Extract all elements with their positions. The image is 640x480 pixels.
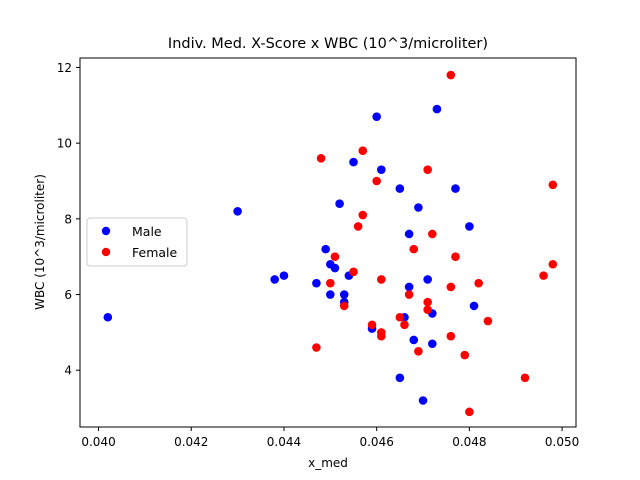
point-female-22 (428, 230, 437, 239)
point-female-16 (405, 290, 414, 299)
point-female-21 (423, 305, 432, 314)
point-female-20 (423, 165, 432, 174)
point-female-2 (326, 279, 335, 288)
legend: Male Female (87, 218, 187, 266)
x-tick-label-1: 0.042 (174, 435, 208, 449)
point-male-15 (372, 112, 381, 121)
y-tick-label-2: 8 (64, 212, 72, 226)
point-female-17 (409, 245, 418, 254)
point-female-34 (549, 260, 558, 269)
point-male-6 (326, 290, 335, 299)
point-female-19 (423, 298, 432, 307)
x-tick-label-4: 0.048 (452, 435, 486, 449)
point-male-24 (419, 396, 428, 405)
point-female-9 (368, 321, 377, 330)
chart-title: Indiv. Med. X-Score x WBC (10^3/microlit… (168, 36, 488, 52)
point-female-28 (465, 408, 474, 417)
point-female-11 (377, 275, 386, 284)
point-male-23 (414, 203, 423, 212)
point-male-21 (405, 283, 414, 292)
point-female-5 (349, 268, 358, 277)
point-female-14 (396, 313, 405, 322)
point-female-32 (539, 271, 548, 280)
y-axis-label: WBC (10^3/microliter) (33, 174, 47, 310)
y-tick-label-1: 6 (64, 288, 72, 302)
legend-marker-female (102, 248, 110, 256)
point-male-2 (270, 275, 279, 284)
point-female-24 (447, 283, 456, 292)
point-male-9 (335, 199, 344, 208)
legend-label-female: Female (132, 245, 178, 260)
point-female-13 (377, 332, 386, 341)
point-male-22 (409, 336, 418, 345)
point-female-8 (358, 146, 367, 155)
point-male-29 (451, 184, 460, 193)
point-female-15 (400, 321, 409, 330)
y-tick-label-0: 4 (64, 364, 72, 378)
x-tick-label-0: 0.040 (81, 435, 115, 449)
point-male-20 (405, 230, 414, 239)
point-male-5 (321, 245, 330, 254)
point-male-4 (312, 279, 321, 288)
point-male-3 (280, 271, 289, 280)
x-tick-label-2: 0.044 (267, 435, 301, 449)
point-female-31 (521, 374, 530, 383)
legend-marker-male (102, 227, 110, 235)
point-male-8 (331, 264, 340, 273)
y-tick-label-4: 12 (57, 61, 72, 75)
point-female-3 (331, 252, 340, 261)
point-female-26 (451, 252, 460, 261)
point-female-23 (447, 71, 456, 80)
point-male-18 (396, 374, 405, 383)
point-male-25 (423, 275, 432, 284)
point-male-1 (233, 207, 242, 216)
point-female-27 (460, 351, 469, 360)
point-male-0 (104, 313, 113, 322)
x-tick-label-5: 0.050 (545, 435, 579, 449)
point-female-25 (447, 332, 456, 341)
x-tick-label-3: 0.046 (359, 435, 393, 449)
point-female-1 (317, 154, 326, 163)
point-female-29 (474, 279, 483, 288)
point-male-31 (470, 302, 479, 311)
point-female-4 (340, 302, 349, 311)
x-axis-label: x_med (308, 456, 348, 470)
point-female-6 (354, 222, 363, 231)
point-female-18 (414, 347, 423, 356)
y-tick-label-3: 10 (57, 137, 72, 151)
point-male-17 (396, 184, 405, 193)
point-male-16 (377, 165, 386, 174)
point-female-10 (372, 177, 381, 186)
point-male-27 (428, 339, 437, 348)
point-female-33 (549, 180, 558, 189)
point-female-7 (358, 211, 367, 220)
legend-label-male: Male (132, 224, 162, 239)
point-female-0 (312, 343, 321, 352)
point-male-30 (465, 222, 474, 231)
point-male-28 (433, 105, 442, 114)
point-male-13 (349, 158, 358, 167)
point-male-11 (340, 290, 349, 299)
point-female-30 (484, 317, 493, 326)
